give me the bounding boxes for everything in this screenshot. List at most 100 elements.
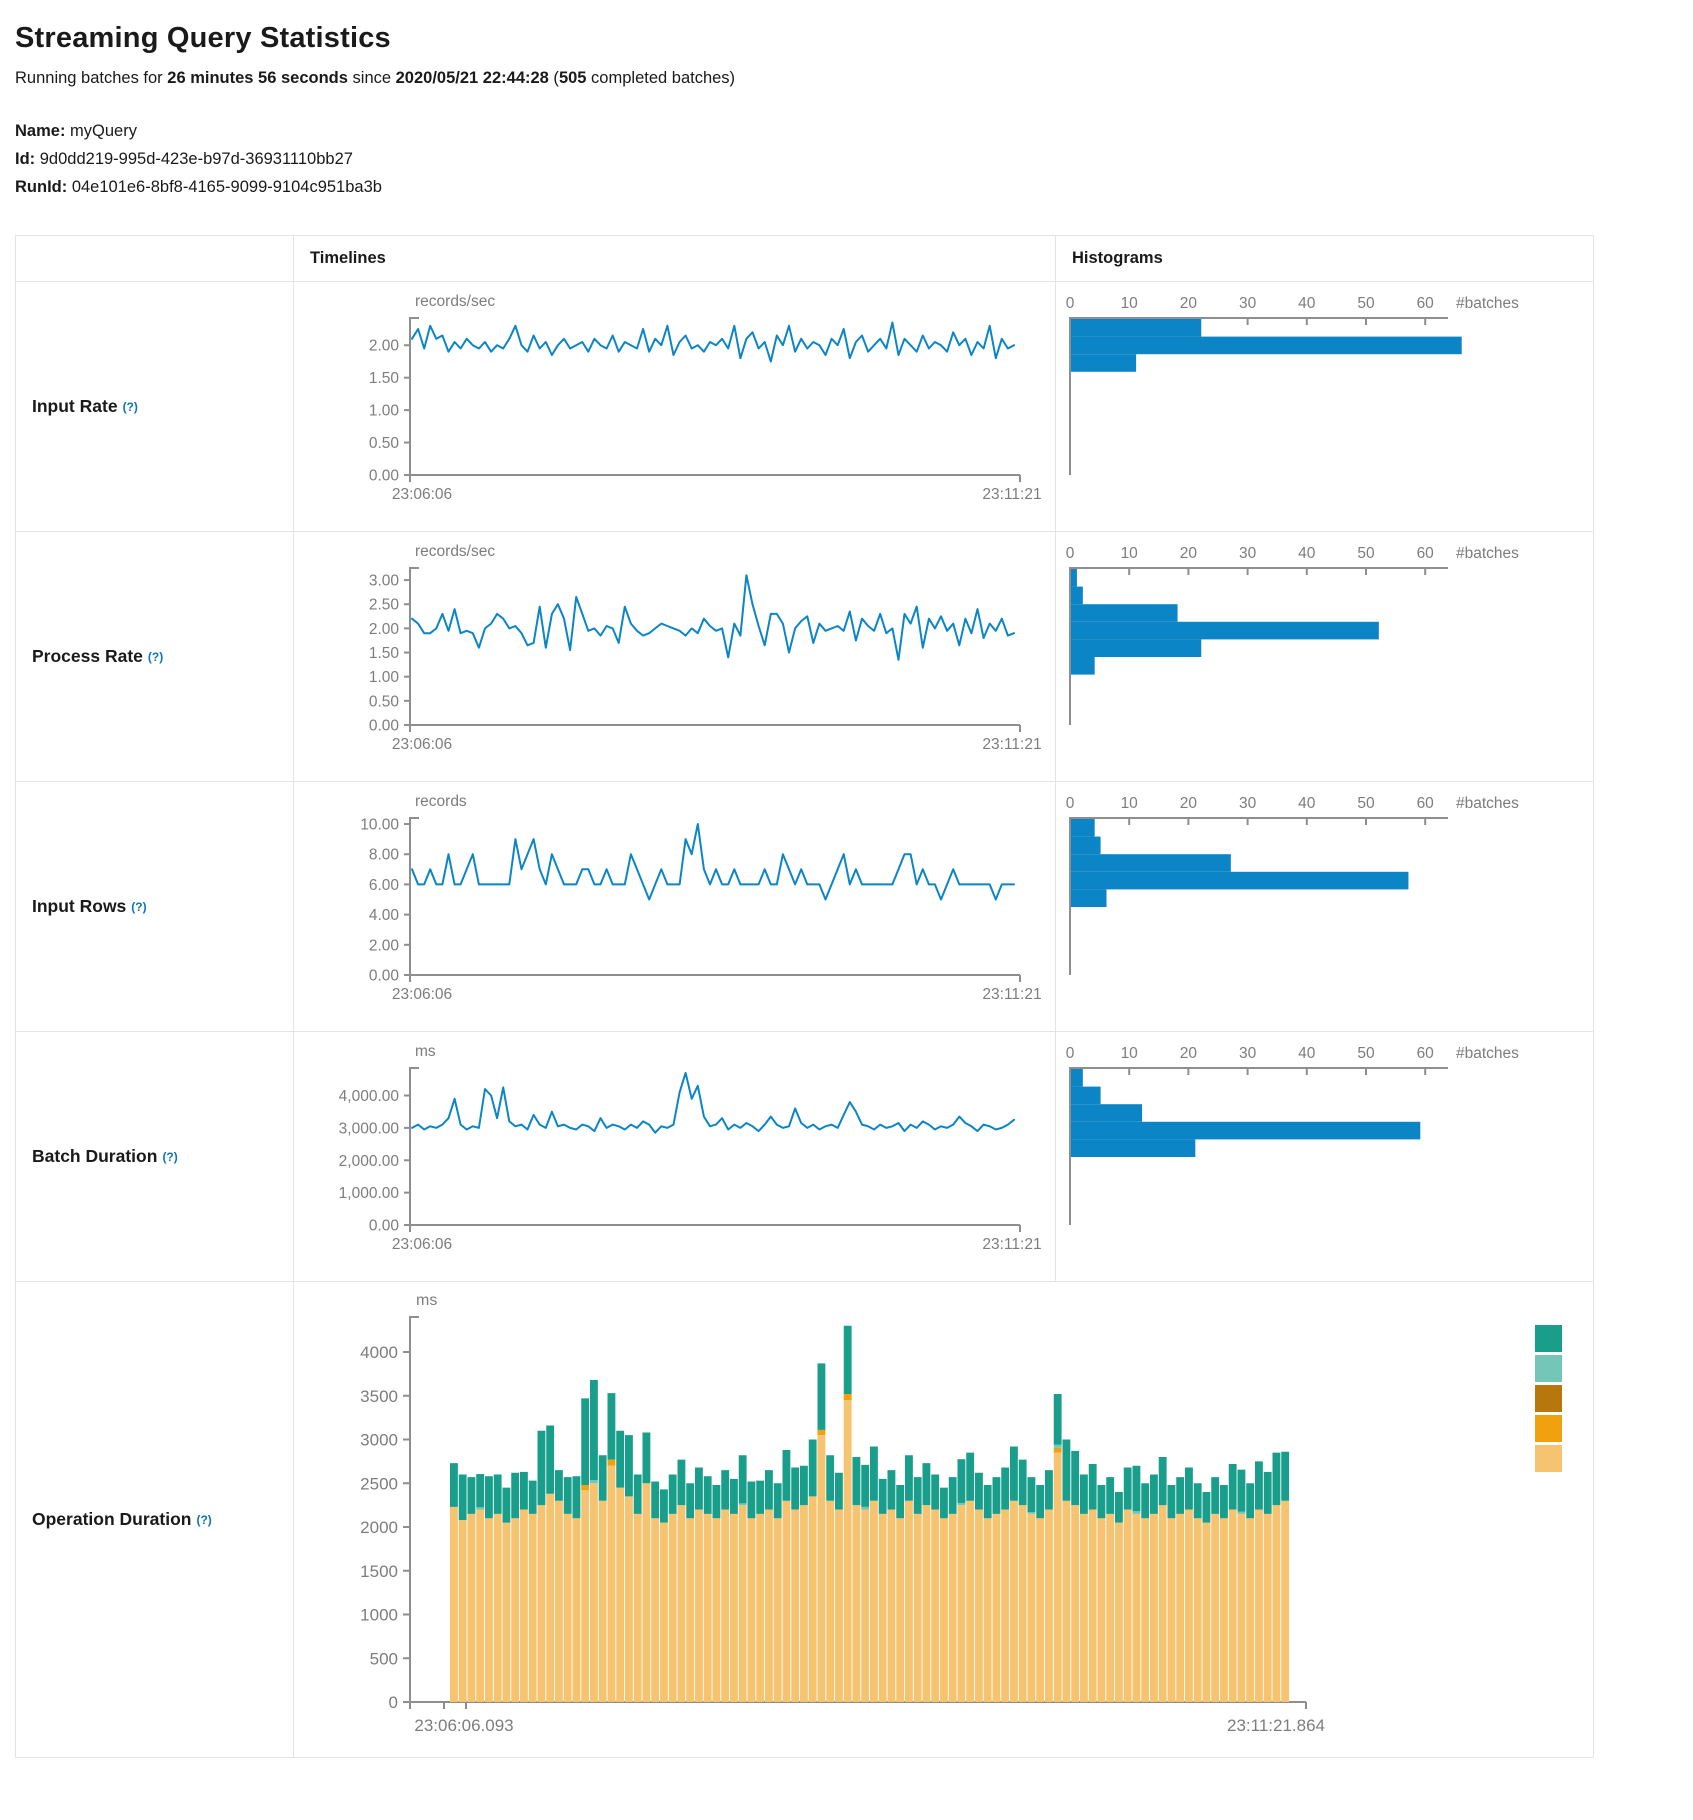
- svg-text:0: 0: [1066, 545, 1075, 562]
- svg-text:20: 20: [1180, 1045, 1198, 1062]
- input-rate-histogram-cell: 0 10 20 30 40 50 60 #batches: [1055, 281, 1593, 531]
- operation-duration-help-icon[interactable]: (?): [196, 1512, 212, 1527]
- completed-batches-count: 505: [558, 69, 587, 87]
- svg-text:23:06:06: 23:06:06: [392, 986, 452, 1003]
- svg-text:50: 50: [1357, 295, 1375, 312]
- batch-duration-help-icon[interactable]: (?): [162, 1149, 178, 1164]
- svg-text:ms: ms: [415, 1043, 436, 1060]
- svg-text:1.00: 1.00: [369, 669, 400, 686]
- process-rate-histogram-cell: 0 10 20 30 40 50 60 #batches: [1055, 531, 1593, 781]
- svg-text:1.00: 1.00: [369, 403, 400, 420]
- svg-text:4.00: 4.00: [369, 907, 400, 924]
- svg-text:0: 0: [1066, 295, 1075, 312]
- svg-text:10: 10: [1121, 295, 1139, 312]
- svg-text:2000: 2000: [360, 1518, 398, 1537]
- id-value: 9d0dd219-995d-423e-b97d-36931110bb27: [35, 150, 353, 168]
- svg-text:records/sec: records/sec: [415, 543, 495, 560]
- name-label: Name:: [15, 122, 66, 140]
- svg-text:1.50: 1.50: [369, 370, 400, 387]
- svg-text:0.50: 0.50: [369, 435, 400, 452]
- row-label-process-rate: Process Rate (?): [16, 531, 293, 781]
- batch-duration-label: Batch Duration: [32, 1146, 158, 1166]
- svg-text:8.00: 8.00: [369, 847, 400, 864]
- svg-text:0.00: 0.00: [369, 1218, 400, 1235]
- input-rate-help-icon[interactable]: (?): [122, 399, 138, 414]
- svg-text:50: 50: [1357, 545, 1375, 562]
- statistics-table: Timelines Histograms Input Rate (?) recor…: [15, 235, 1594, 1758]
- running-duration: 26 minutes 56 seconds: [167, 69, 348, 87]
- legend-swatch-2: [1535, 1385, 1562, 1412]
- process-rate-label: Process Rate: [32, 646, 143, 666]
- input-rate-timeline-cell: records/sec 0.00 0.50 1.00 1.50 2.00 23:06:06 2…: [293, 281, 1055, 531]
- svg-text:2.00: 2.00: [369, 937, 400, 954]
- svg-text:40: 40: [1298, 295, 1316, 312]
- input-rows-histogram-cell: 0 10 20 30 40 50 60 #batches: [1055, 781, 1593, 1031]
- svg-text:50: 50: [1357, 1045, 1375, 1062]
- start-timestamp: 2020/05/21 22:44:28: [395, 69, 549, 87]
- svg-text:4000: 4000: [360, 1343, 398, 1362]
- legend-swatch-3: [1535, 1415, 1562, 1442]
- svg-text:30: 30: [1239, 295, 1257, 312]
- svg-text:10: 10: [1121, 545, 1139, 562]
- svg-text:23:11:21: 23:11:21: [982, 736, 1041, 753]
- svg-text:20: 20: [1180, 295, 1198, 312]
- svg-text:0.00: 0.00: [369, 968, 400, 985]
- input-rows-timeline-cell: records 0.00 2.00 4.00 6.00 8.00 10.00 23:06:06…: [293, 781, 1055, 1031]
- input-rows-histogram-chart: 0 10 20 30 40 50 60 #batches: [1066, 795, 1519, 975]
- input-rows-timeline-chart: records 0.00 2.00 4.00 6.00 8.00 10.00 23:06:06…: [360, 793, 1041, 1003]
- legend-swatch-1: [1535, 1355, 1562, 1382]
- process-rate-histogram-chart: 0 10 20 30 40 50 60 #batches: [1066, 545, 1519, 725]
- streaming-query-statistics-page: Streaming Query Statistics Running batch…: [15, 22, 1693, 1758]
- svg-text:3000: 3000: [360, 1431, 398, 1450]
- svg-text:0: 0: [1066, 795, 1075, 812]
- query-runid-row: RunId: 04e101e6-8bf8-4165-9099-9104c951b…: [15, 178, 1693, 197]
- svg-text:23:11:21: 23:11:21: [982, 486, 1041, 503]
- svg-text:#batches: #batches: [1456, 545, 1519, 562]
- svg-text:10.00: 10.00: [360, 817, 399, 834]
- svg-text:0.00: 0.00: [369, 468, 400, 485]
- svg-text:0: 0: [389, 1693, 398, 1712]
- svg-text:23:11:21.864: 23:11:21.864: [1227, 1716, 1325, 1735]
- input-rate-histogram-chart: 0 10 20 30 40 50 60 #batches: [1066, 295, 1519, 475]
- svg-text:6.00: 6.00: [369, 877, 400, 894]
- query-name-row: Name: myQuery: [15, 122, 1693, 141]
- input-rows-help-icon[interactable]: (?): [131, 899, 147, 914]
- header-empty-cell: [16, 236, 293, 281]
- svg-text:23:11:21: 23:11:21: [982, 1236, 1041, 1253]
- svg-text:60: 60: [1417, 795, 1435, 812]
- input-rows-label: Input Rows: [32, 896, 127, 916]
- row-label-batch-duration: Batch Duration (?): [16, 1031, 293, 1281]
- operation-duration-chart: ms 0 500 1000 1500 2000 2500 3000 3500 4000 23:06:…: [360, 1292, 1562, 1735]
- svg-text:23:06:06: 23:06:06: [392, 736, 452, 753]
- svg-text:20: 20: [1180, 795, 1198, 812]
- svg-text:30: 30: [1239, 1045, 1257, 1062]
- process-rate-timeline-cell: records/sec 0.00 0.50 1.00 1.50 2.00 2.50 3.00 2…: [293, 531, 1055, 781]
- query-meta: Name: myQuery Id: 9d0dd219-995d-423e-b97…: [15, 122, 1693, 197]
- svg-text:1,000.00: 1,000.00: [339, 1185, 400, 1202]
- svg-text:2,000.00: 2,000.00: [339, 1153, 400, 1170]
- batch-duration-timeline-chart: ms 0.00 1,000.00 2,000.00 3,000.00 4,000.00 23…: [339, 1043, 1042, 1253]
- svg-text:23:06:06: 23:06:06: [392, 486, 452, 503]
- svg-text:60: 60: [1417, 1045, 1435, 1062]
- svg-text:1500: 1500: [360, 1562, 398, 1581]
- operation-duration-chart-cell: ms 0 500 1000 1500 2000 2500 3000 3500 4000 23:06:…: [293, 1281, 1593, 1757]
- runid-label: RunId:: [15, 178, 68, 196]
- svg-text:20: 20: [1180, 545, 1198, 562]
- svg-text:40: 40: [1298, 1045, 1316, 1062]
- svg-text:30: 30: [1239, 795, 1257, 812]
- header-timelines: Timelines: [293, 236, 1055, 281]
- process-rate-help-icon[interactable]: (?): [147, 649, 164, 664]
- svg-text:ms: ms: [416, 1292, 437, 1309]
- svg-text:23:06:06.093: 23:06:06.093: [414, 1716, 513, 1735]
- svg-text:3500: 3500: [360, 1387, 398, 1406]
- id-label: Id:: [15, 150, 36, 168]
- svg-text:records: records: [415, 793, 467, 810]
- page-title: Streaming Query Statistics: [15, 22, 391, 54]
- svg-text:500: 500: [370, 1649, 398, 1668]
- svg-text:40: 40: [1298, 545, 1316, 562]
- svg-text:#batches: #batches: [1456, 1045, 1519, 1062]
- svg-text:records/sec: records/sec: [415, 293, 495, 310]
- svg-text:0: 0: [1066, 1045, 1075, 1062]
- svg-text:#batches: #batches: [1456, 795, 1519, 812]
- svg-text:23:06:06: 23:06:06: [392, 1236, 452, 1253]
